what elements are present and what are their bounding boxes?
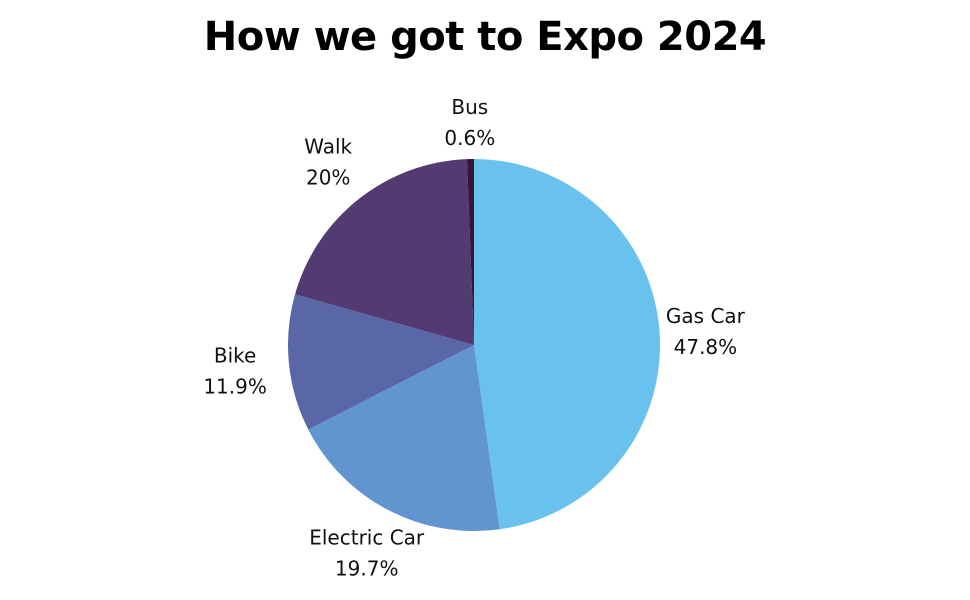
slice-value-label: 47.8% <box>674 335 738 359</box>
slice-value-label: 19.7% <box>335 557 399 581</box>
pie-slice-walk <box>295 159 474 345</box>
slice-label: Electric Car <box>309 526 425 550</box>
slice-label: Bike <box>214 343 256 367</box>
slice-label: Bus <box>451 95 488 119</box>
pie-slice-electric-car <box>308 345 500 532</box>
chart-title: How we got to Expo 2024 <box>203 14 767 60</box>
slice-label: Gas Car <box>666 304 746 328</box>
pie-slice-bike <box>287 294 474 430</box>
pie-slice-bus <box>466 158 474 345</box>
slice-label: Walk <box>304 134 352 158</box>
pie-slices <box>287 158 661 532</box>
slice-value-label: 20% <box>306 165 350 189</box>
pie-labels: Gas Car 47.8% Electric Car 19.7% Bike 11.9% Wa… <box>203 95 745 581</box>
slice-value-label: 11.9% <box>203 374 267 398</box>
slice-value-label: 0.6% <box>444 126 495 150</box>
pie-slice-gas-car <box>474 159 661 530</box>
